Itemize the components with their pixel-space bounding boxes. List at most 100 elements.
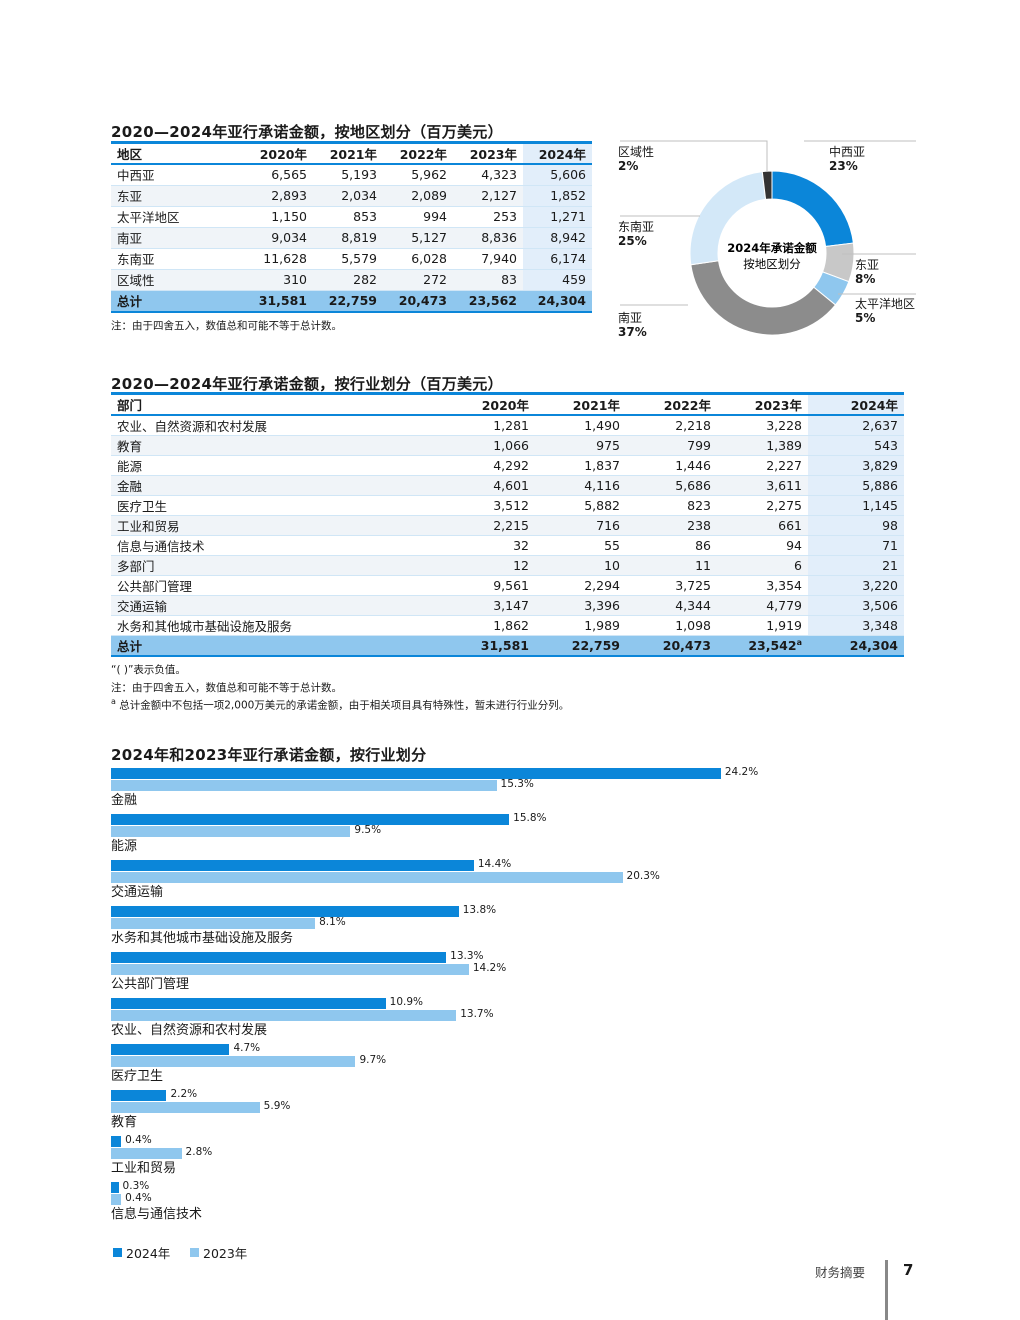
bar-2023 bbox=[111, 1194, 122, 1205]
sector-cell: 11 bbox=[626, 555, 717, 576]
region-cell: 2,034 bbox=[313, 185, 383, 207]
bar-2024 bbox=[111, 1182, 119, 1193]
sector-cell: 799 bbox=[626, 435, 717, 456]
region-total-cell: 24,304 bbox=[523, 289, 592, 313]
sector-total-cell: 24,304 bbox=[808, 635, 904, 657]
sector-header-cell: 2022年 bbox=[626, 392, 717, 416]
region-cell: 5,579 bbox=[313, 248, 383, 270]
region-cell: 2,089 bbox=[383, 185, 453, 207]
sector-cell: 661 bbox=[717, 515, 808, 536]
sector-cell: 3,512 bbox=[444, 495, 535, 516]
sector-cell: 1,066 bbox=[444, 435, 535, 456]
sector-row-label: 工业和贸易 bbox=[111, 515, 444, 536]
bar-value-2023: 2.8% bbox=[185, 1146, 213, 1158]
bar-value-2023: 5.9% bbox=[263, 1100, 291, 1112]
region-row-label: 南亚 bbox=[111, 227, 243, 249]
bar-2023 bbox=[111, 780, 497, 791]
bar-value-2024: 0.4% bbox=[125, 1134, 152, 1146]
sector-total-cell: 22,759 bbox=[535, 635, 626, 657]
sector-cell: 1,389 bbox=[717, 435, 808, 456]
bar-category-label: 信息与通信技术 bbox=[111, 1207, 203, 1222]
donut-slice bbox=[761, 170, 773, 200]
sector-cell: 3,354 bbox=[717, 575, 808, 596]
sector-cell: 1,446 bbox=[626, 455, 717, 476]
sector-cell: 1,281 bbox=[444, 415, 535, 436]
bar-2023 bbox=[111, 1102, 260, 1113]
bar-value-2023: 8.1% bbox=[319, 916, 346, 928]
sector-total-cell: 23,542a bbox=[717, 635, 808, 657]
bar-category-label: 金融 bbox=[111, 793, 138, 808]
donut-center-line1: 2024年承诺金额 bbox=[727, 241, 817, 255]
bar-category-label: 医疗卫生 bbox=[111, 1069, 164, 1084]
sector-cell: 1,919 bbox=[717, 615, 808, 636]
bar-2024 bbox=[111, 952, 447, 963]
sector-cell: 6 bbox=[717, 555, 808, 576]
region-total-row: 总计 31,581 22,759 20,473 23,562 24,304 bbox=[111, 289, 592, 313]
bar-2023 bbox=[111, 872, 623, 883]
region-cell: 8,819 bbox=[313, 227, 383, 249]
sector-cell: 543 bbox=[808, 435, 904, 456]
region-total-cell: 31,581 bbox=[243, 289, 313, 313]
sector-cell: 1,490 bbox=[535, 415, 626, 436]
bar-category-label: 交通运输 bbox=[111, 885, 164, 900]
region-cell: 310 bbox=[243, 269, 313, 291]
sector-cell: 2,637 bbox=[808, 415, 904, 436]
sector-total-row: 总计 31,581 22,759 20,473 23,542a 24,304 bbox=[111, 635, 904, 657]
region-header-cell: 2020年 bbox=[243, 141, 313, 165]
bar-2023 bbox=[111, 1010, 457, 1021]
region-cell: 5,193 bbox=[313, 164, 383, 186]
sector-cell: 975 bbox=[535, 435, 626, 456]
sector-cell: 4,116 bbox=[535, 475, 626, 496]
sector-row-label: 水务和其他城市基础设施及服务 bbox=[111, 615, 444, 636]
sector-cell: 1,098 bbox=[626, 615, 717, 636]
bar-value-2023: 9.7% bbox=[359, 1054, 387, 1066]
donut-label-south-asia: 南亚 37% bbox=[618, 311, 647, 339]
bar-value-2024: 24.2% bbox=[724, 766, 759, 778]
sector-cell: 823 bbox=[626, 495, 717, 516]
sector-note-negative: “( )”表示负值。 bbox=[111, 664, 186, 676]
sector-table-row: 金融 4,601 4,116 5,686 3,611 5,886 bbox=[111, 475, 904, 496]
sector-total-cell: 31,581 bbox=[444, 635, 535, 657]
region-cell: 9,034 bbox=[243, 227, 313, 249]
sector-cell: 71 bbox=[808, 535, 904, 556]
donut-label-pacific: 太平洋地区 5% bbox=[855, 297, 916, 325]
sector-cell: 5,882 bbox=[535, 495, 626, 516]
region-cell: 5,127 bbox=[383, 227, 453, 249]
sector-row-label: 医疗卫生 bbox=[111, 495, 444, 516]
sector-note-rounding: 注：由于四舍五入，数值总和可能不等于总计数。 bbox=[111, 682, 342, 694]
bar-value-2023: 9.5% bbox=[354, 824, 382, 836]
bar-value-2023: 0.4% bbox=[125, 1192, 152, 1204]
bar-value-2023: 15.3% bbox=[500, 778, 534, 790]
region-table-row: 太平洋地区 1,150 853 994 253 1,271 bbox=[111, 206, 592, 228]
sector-cell: 3,611 bbox=[717, 475, 808, 496]
sector-cell: 4,601 bbox=[444, 475, 535, 496]
sector-cell: 1,145 bbox=[808, 495, 904, 516]
footer-rule bbox=[885, 1260, 888, 1320]
bar-2023 bbox=[111, 964, 469, 975]
sector-table-row: 医疗卫生 3,512 5,882 823 2,275 1,145 bbox=[111, 495, 904, 516]
sector-header-cell: 2024年 bbox=[808, 392, 904, 416]
bar-2023 bbox=[111, 1056, 356, 1067]
bar-value-2024: 4.7% bbox=[233, 1042, 261, 1054]
sector-table-row: 工业和贸易 2,215 716 238 661 98 bbox=[111, 515, 904, 536]
bar-2024 bbox=[111, 1090, 167, 1101]
bar-value-2023: 13.7% bbox=[460, 1008, 494, 1020]
region-header-cell: 2022年 bbox=[383, 141, 453, 165]
sector-header-cell: 2023年 bbox=[717, 392, 808, 416]
sector-cell: 3,506 bbox=[808, 595, 904, 616]
region-cell: 6,028 bbox=[383, 248, 453, 270]
region-total-cell: 22,759 bbox=[313, 289, 383, 313]
bar-chart-title: 2024年和2023年亚行承诺金额，按行业划分 bbox=[111, 746, 427, 764]
sector-cell: 4,292 bbox=[444, 455, 535, 476]
sector-cell: 9,561 bbox=[444, 575, 535, 596]
sector-table-row: 教育 1,066 975 799 1,389 543 bbox=[111, 435, 904, 456]
sector-cell: 21 bbox=[808, 555, 904, 576]
bar-category-label: 工业和贸易 bbox=[111, 1161, 177, 1176]
region-cell: 1,271 bbox=[523, 206, 592, 228]
region-cell: 11,628 bbox=[243, 248, 313, 270]
region-cell: 853 bbox=[313, 206, 383, 228]
legend-2024-swatch bbox=[113, 1248, 122, 1257]
region-cell: 8,942 bbox=[523, 227, 592, 249]
legend-2023-swatch bbox=[190, 1248, 199, 1257]
bar-value-2023: 20.3% bbox=[626, 870, 660, 882]
